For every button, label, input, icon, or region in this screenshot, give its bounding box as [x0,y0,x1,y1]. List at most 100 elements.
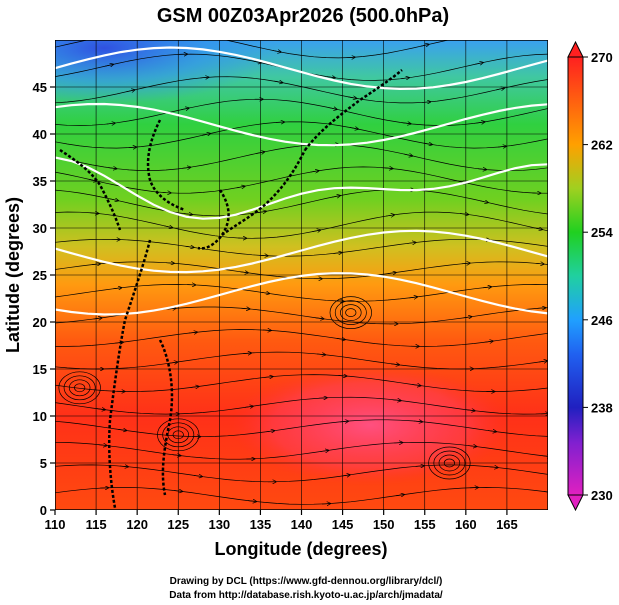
streamline-arrow [538,361,547,362]
streamline-arrow [310,171,319,172]
x-tick-label: 125 [167,517,189,532]
streamline-arrow [412,384,420,385]
streamline-eddy [68,379,91,397]
streamline-arrow [402,123,411,124]
streamline-arrow [241,308,250,309]
streamline-arrow [90,213,98,214]
streamline-arrow [315,318,323,319]
streamline-arrow [164,226,172,228]
streamline [55,189,548,217]
streamline-arrow [199,35,207,36]
streamline-arrow [331,196,340,198]
streamline-arrow [487,431,496,432]
wind-streamlines [55,32,548,505]
streamline-arrow [91,264,100,265]
streamline-eddy [433,450,466,476]
streamline-arrow [105,64,113,66]
streamline-arrow [261,292,269,293]
streamline-arrow [479,201,488,203]
streamline-arrow [423,143,432,144]
streamline-arrow [326,77,335,78]
streamline-arrow [387,272,396,273]
y-tick-label: 45 [33,80,47,95]
streamline-arrow [202,134,210,136]
streamline-arrow [468,446,476,447]
credit-data: Data from http://database.rish.kyoto-u.a… [169,590,443,601]
y-tick-label: 30 [33,221,47,236]
streamline-arrow [244,406,253,407]
streamline-arrow [415,466,424,467]
streamline-arrow [340,421,348,422]
streamline-arrow [180,108,189,110]
streamline-arrow [328,108,337,110]
streamline-arrow [414,421,422,422]
chart-title: GSM 00Z03Apr2026 (500.0hPa) [157,5,449,27]
streamline-arrow [266,431,274,432]
streamline-arrow [409,297,417,298]
colorbar-max-arrow [567,40,584,58]
streamline-arrow [185,246,194,247]
streamline-arrow [248,501,256,502]
streamline-arrow [543,491,548,493]
streamline-arrow [252,61,261,63]
streamline-arrow [395,495,404,496]
warm-pool [230,365,510,485]
streamline-arrow [391,364,399,365]
streamline-arrow [96,409,105,410]
y-tick-label: 5 [40,456,47,471]
streamline-arrow [404,154,412,156]
streamline-arrow [113,288,121,289]
streamline-arrow [243,353,251,354]
streamline-eddy [329,296,372,329]
streamline-arrow [106,123,115,124]
y-axis-label: Latitude (degrees) [3,197,23,353]
colorbar-gradient [567,56,584,496]
streamline-arrow [420,44,429,46]
x-tick-label: 160 [455,517,477,532]
isotherm-line [55,102,548,147]
x-tick-label: 135 [250,517,272,532]
streamline-arrow [336,338,345,339]
colorbar-tick-label: 246 [591,313,613,328]
colorbar-tick-label: 254 [591,225,613,240]
isotherm-line [55,272,548,316]
streamline [55,144,548,172]
streamline-arrow [484,341,493,342]
streamline [55,40,451,59]
streamline-arrow [466,410,475,411]
streamline-arrow [474,63,483,65]
streamline-eddy [438,454,461,472]
streamline-eddy [157,418,200,452]
streamline [55,419,548,438]
y-tick-label: 20 [33,315,47,330]
streamline [55,284,548,302]
y-tick-label: 40 [33,127,47,142]
streamline-arrow [497,146,506,147]
streamline-arrow [537,308,545,309]
streamline-arrow [167,308,176,309]
streamline-arrow [392,400,401,401]
y-tick-label: 0 [40,503,47,518]
streamline-arrow [463,317,471,318]
streamline-arrow [174,490,182,491]
colorbar-tick-label: 270 [591,50,613,65]
streamline-arrow [239,272,248,273]
colorbar-tick-label: 230 [591,488,613,503]
colorbar: 230 238 246 254 262 270 [567,40,613,512]
y-tick-label: 35 [33,174,47,189]
streamline [55,329,548,347]
streamline-eddy [345,308,357,317]
streamline-arrow [169,362,177,363]
streamline-arrow [407,242,415,243]
streamline-arrow [535,263,544,264]
streamline-arrow [496,88,504,90]
streamline-arrow [495,32,503,33]
lat-lon-grid [55,40,548,510]
streamline-arrow [126,90,134,92]
streamline-arrow [93,318,102,319]
streamline-arrow [98,445,107,446]
streamline [55,98,548,126]
x-axis-label: Longitude (degrees) [214,539,387,559]
coastlines [59,69,403,509]
